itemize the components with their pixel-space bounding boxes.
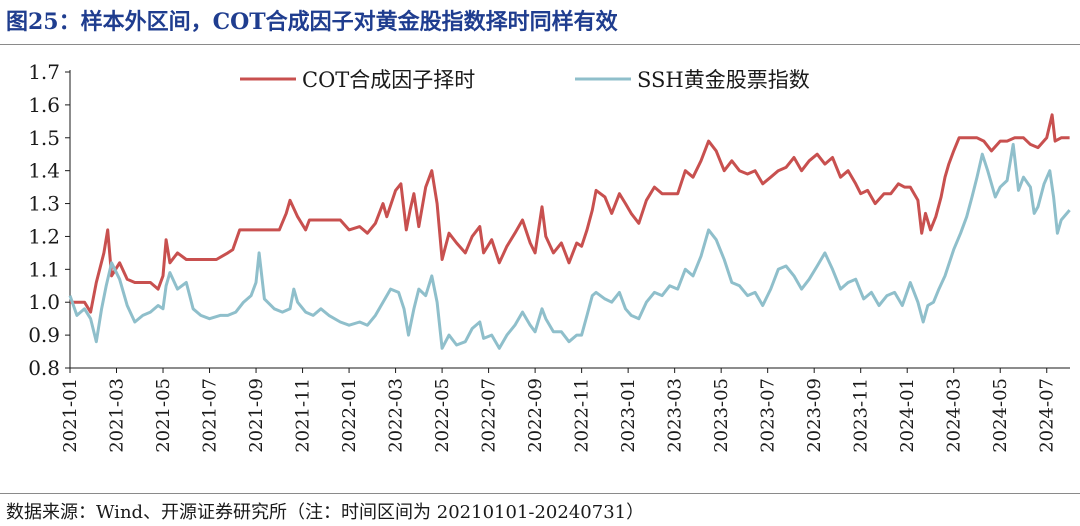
x-tick-label: 2024-07 [1037,378,1058,453]
x-tick-label: 2024-05 [990,378,1011,453]
x-tick-label: 2021-07 [200,378,221,453]
x-tick-label: 2022-05 [432,378,453,453]
y-tick-label: 0.9 [28,323,60,347]
y-tick-label: 1.1 [28,257,60,281]
series-line-2 [68,142,1071,350]
x-tick-label: 2022-07 [479,378,500,453]
x-tick-label: 2021-01 [60,378,81,453]
x-tick-label: 2022-09 [525,378,546,453]
x-tick-label: 2021-09 [246,378,267,453]
y-tick-label: 1.3 [28,192,60,216]
source-note: 数据来源：Wind、开源证券研究所（注：时间区间为 20210101-20240… [6,502,645,523]
x-tick-label: 2022-01 [339,378,360,453]
legend: COT合成因子择时 SSH黄金股票指数 [240,68,810,92]
title-divider [0,44,1080,45]
x-tick-label: 2024-01 [897,378,918,453]
y-tick-label: 1.7 [28,60,60,84]
y-tick-label: 1.4 [28,159,60,183]
legend-label-2: SSH黄金股票指数 [637,68,810,92]
x-tick-label: 2023-01 [618,378,639,453]
legend-label-1: COT合成因子择时 [302,68,475,92]
series-line-1 [70,113,1070,314]
line-chart: 0.8 0.9 1.0 1.1 1.2 1.3 1.4 1.5 1.6 1.7 2021-01 202… [28,60,1071,453]
y-tick-label: 0.8 [28,356,60,380]
chart-title: 图25：样本外区间，COT合成因子对黄金股指数择时同样有效 [6,9,618,35]
x-tick-label: 2023-03 [665,378,686,453]
y-tick-label: 1.2 [28,224,60,248]
tick-labels: 0.8 0.9 1.0 1.1 1.2 1.3 1.4 1.5 1.6 1.7 2021-01 202… [28,60,1058,453]
y-tick-label: 1.6 [28,93,60,117]
x-tick-label: 2024-03 [944,378,965,453]
x-tick-label: 2023-09 [804,378,825,453]
x-tick-label: 2021-11 [293,378,314,453]
x-tick-label: 2021-03 [107,378,128,453]
x-tick-label: 2023-07 [758,378,779,453]
x-tick-label: 2023-11 [851,378,872,453]
y-tick-label: 1.0 [28,290,60,314]
y-tick-label: 1.5 [28,126,60,150]
x-tick-label: 2023-05 [711,378,732,453]
source-divider [0,493,1080,494]
x-tick-label: 2022-03 [386,378,407,453]
series-lines [68,113,1071,350]
x-tick-label: 2022-11 [572,378,593,453]
x-tick-label: 2021-05 [153,378,174,453]
axes [65,70,1070,373]
